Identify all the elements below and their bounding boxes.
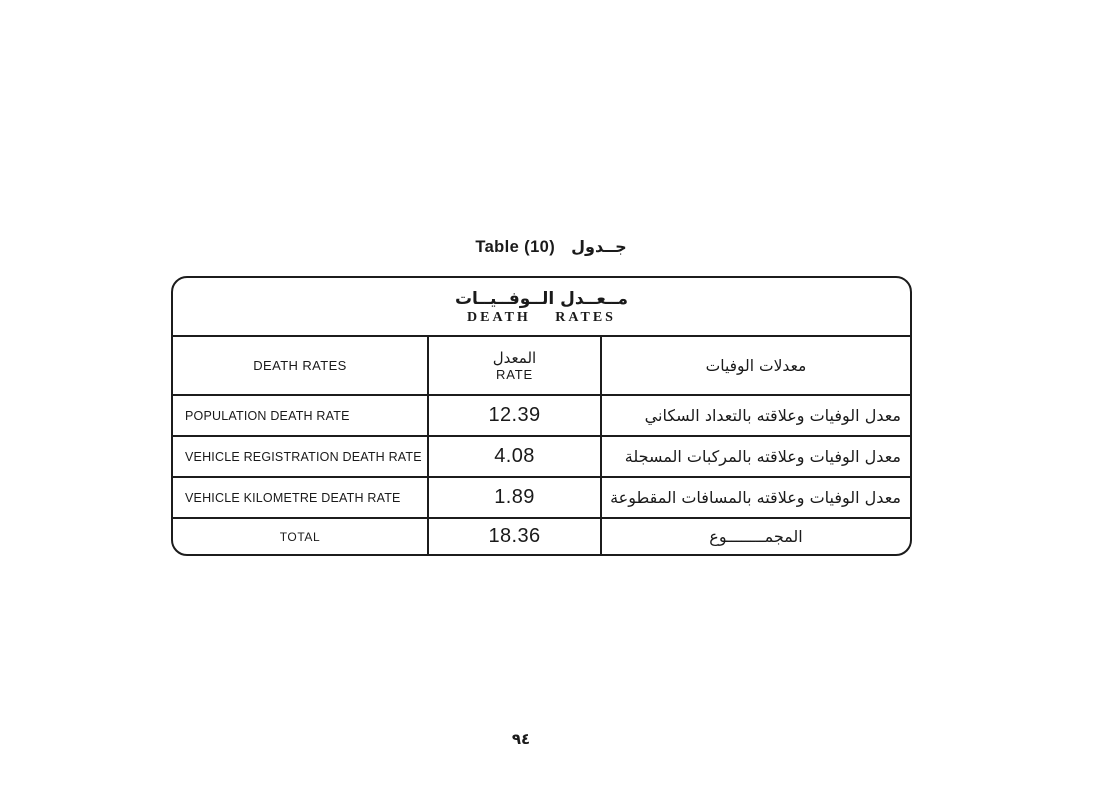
column-header-rates-arabic: معدلات الوفيات	[705, 356, 807, 375]
page-number: ٩٤	[511, 730, 531, 748]
row-rate-total: 18.36	[427, 517, 602, 554]
row-arabic-total: المجمــــــــوع	[602, 517, 910, 554]
row-label-total: TOTAL	[173, 517, 427, 554]
table-grid: DEATH RATES المعدل RATE معدلات الوفيات P…	[173, 337, 910, 554]
table-header: مــعــدل الــوفــيــات DEATH RATES	[173, 278, 910, 337]
row-label-vehicle-registration-death-rate: VEHICLE REGISTRATION DEATH RATE	[173, 435, 427, 476]
row-rate-vehicle-registration-death-rate: 4.08	[427, 435, 602, 476]
column-header-rate-arabic: المعدل	[492, 349, 537, 368]
row-rate-vehicle-kilometre-death-rate: 1.89	[427, 476, 602, 517]
row-label-vehicle-kilometre-death-rate: VEHICLE KILOMETRE DEATH RATE	[173, 476, 427, 517]
table-number-english: Table (10)	[475, 238, 556, 256]
column-header-death-rates: DEATH RATES	[253, 358, 347, 373]
row-arabic-vehicle-kilometre-death-rate: معدل الوفيات وعلاقته بالمسافات المقطوعة	[602, 476, 910, 517]
row-label-population-death-rate: POPULATION DEATH RATE	[173, 394, 427, 435]
column-header-rate-english: RATE	[496, 366, 533, 382]
page-title: Table (10) جــدول	[0, 237, 1102, 257]
row-arabic-vehicle-registration-death-rate: معدل الوفيات وعلاقته بالمركبات المسجلة	[602, 435, 910, 476]
row-arabic-population-death-rate: معدل الوفيات وعلاقته بالتعداد السكاني	[602, 394, 910, 435]
column-header-rate: المعدل RATE	[427, 337, 602, 394]
table-header-arabic: مــعــدل الــوفــيــات	[454, 289, 629, 310]
table-header-english: DEATH RATES	[467, 310, 616, 326]
death-rates-table: مــعــدل الــوفــيــات DEATH RATES DEATH…	[171, 276, 912, 556]
row-rate-population-death-rate: 12.39	[427, 394, 602, 435]
table-number-arabic: جــدول	[571, 237, 627, 256]
